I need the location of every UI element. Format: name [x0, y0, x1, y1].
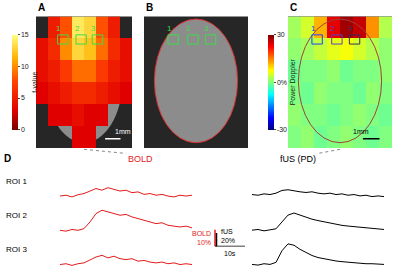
svg-text:ROI 3: ROI 3 — [6, 245, 27, 254]
svg-text:C: C — [290, 2, 297, 13]
svg-text:2: 2 — [186, 24, 191, 33]
svg-text:5: 5 — [21, 94, 25, 101]
svg-text:B: B — [146, 2, 153, 13]
svg-text:2: 2 — [330, 24, 335, 33]
svg-text:10s: 10s — [224, 250, 236, 257]
svg-text:Power Doppler: Power Doppler — [289, 58, 297, 105]
svg-text:ROI 2: ROI 2 — [6, 211, 27, 220]
svg-text:fUS (PD): fUS (PD) — [280, 154, 316, 164]
svg-text:3: 3 — [204, 24, 209, 33]
svg-text:1mm: 1mm — [353, 128, 369, 135]
svg-text:2: 2 — [75, 24, 80, 33]
svg-text:-30: -30 — [277, 126, 287, 133]
svg-text:1: 1 — [311, 24, 316, 33]
svg-text:3: 3 — [91, 24, 96, 33]
svg-text:t-value: t-value — [31, 72, 38, 93]
svg-text:BOLD10%: BOLD10% — [192, 230, 211, 246]
svg-text:10: 10 — [21, 63, 29, 70]
svg-text:30: 30 — [277, 31, 285, 38]
svg-text:D: D — [4, 153, 11, 164]
svg-text:fUS20%: fUS20% — [221, 228, 235, 244]
svg-text:3: 3 — [348, 24, 353, 33]
svg-text:1: 1 — [56, 24, 61, 33]
svg-text:ROI 1: ROI 1 — [6, 177, 27, 186]
svg-text:1: 1 — [167, 24, 172, 33]
svg-text:A: A — [38, 2, 45, 13]
svg-text:1mm: 1mm — [115, 128, 131, 135]
svg-text:0%: 0% — [277, 79, 287, 86]
svg-text:0: 0 — [21, 126, 25, 133]
svg-text:15: 15 — [21, 31, 29, 38]
svg-text:BOLD: BOLD — [128, 154, 153, 164]
